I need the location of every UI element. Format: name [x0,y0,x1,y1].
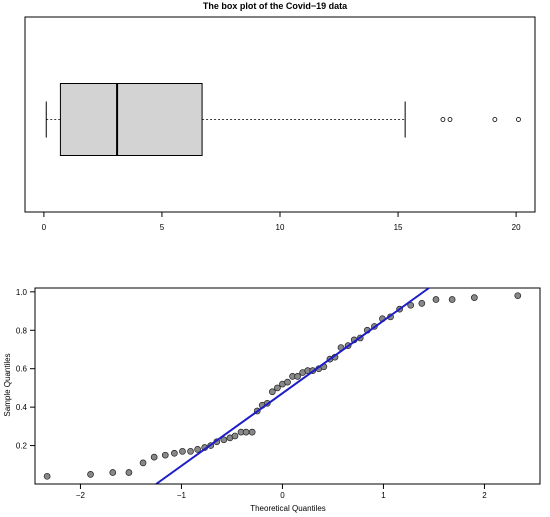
outlier-point [440,117,446,122]
qq-point [125,469,133,476]
qq-point [150,453,158,461]
qqplot-y-tick-label: 0.6 [16,365,28,374]
qq-reference-line [155,287,430,485]
qq-point [194,446,201,453]
qq-point [269,388,276,396]
qqplot-x-tick-label: 0 [280,491,285,500]
qqplot-x-tick-label: −1 [177,491,187,500]
qqplot-x-tick-label: 1 [381,491,386,500]
boxplot-panel: The box plot of the Covid−19 data 0 5 10 15… [24,1,536,232]
boxplot-title: The box plot of the Covid−19 data [203,1,348,11]
boxplot-x-tick-label: 10 [276,223,285,232]
qqplot-y-label: Sample Quantiles [3,353,12,416]
qqplot-y-tick-label: 0.8 [16,326,28,335]
boxplot-x-tick-label: 20 [512,223,521,232]
qq-point [171,449,178,457]
qqplot-x-label: Theoretical Quantiles [250,504,326,513]
qqplot-y-tick-label: 0.4 [16,403,28,412]
qq-point [109,469,117,476]
qq-point [220,436,228,444]
qq-point [294,373,301,380]
qq-point [231,432,239,440]
qq-point [418,300,426,307]
boxplot-x-tick-label: 0 [42,223,47,232]
box-iqr [59,83,203,156]
qq-point [432,296,440,303]
qq-point [187,447,194,455]
qq-point [514,292,522,300]
qq-point [43,472,51,480]
qq-point [161,451,169,459]
boxplot-x-tick-label: 15 [394,223,403,232]
qqplot-x-tick-label: 2 [482,491,487,500]
qqplot-x-tick-label: −2 [76,491,86,500]
boxplot-x-tick-label: 5 [160,223,165,232]
outlier-point [492,117,498,122]
outlier-point [447,117,453,122]
qq-point [179,447,186,455]
outlier-point [516,117,521,122]
qq-point [274,384,281,392]
qq-point [242,428,250,436]
qq-point [87,471,94,478]
qqplot-y-tick-label: 0.2 [16,442,28,451]
qqplot-panel: −2 −1 0 1 2 0.2 0.4 0.6 0.8 1.0 Theoretical Quan… [3,287,541,513]
qq-point [471,294,478,301]
qqplot-y-tick-label: 1.0 [16,288,28,297]
qq-point [139,459,147,467]
qqplot-frame [34,287,541,485]
qq-point [448,296,456,303]
qq-point [248,428,256,436]
qq-point [284,378,291,386]
